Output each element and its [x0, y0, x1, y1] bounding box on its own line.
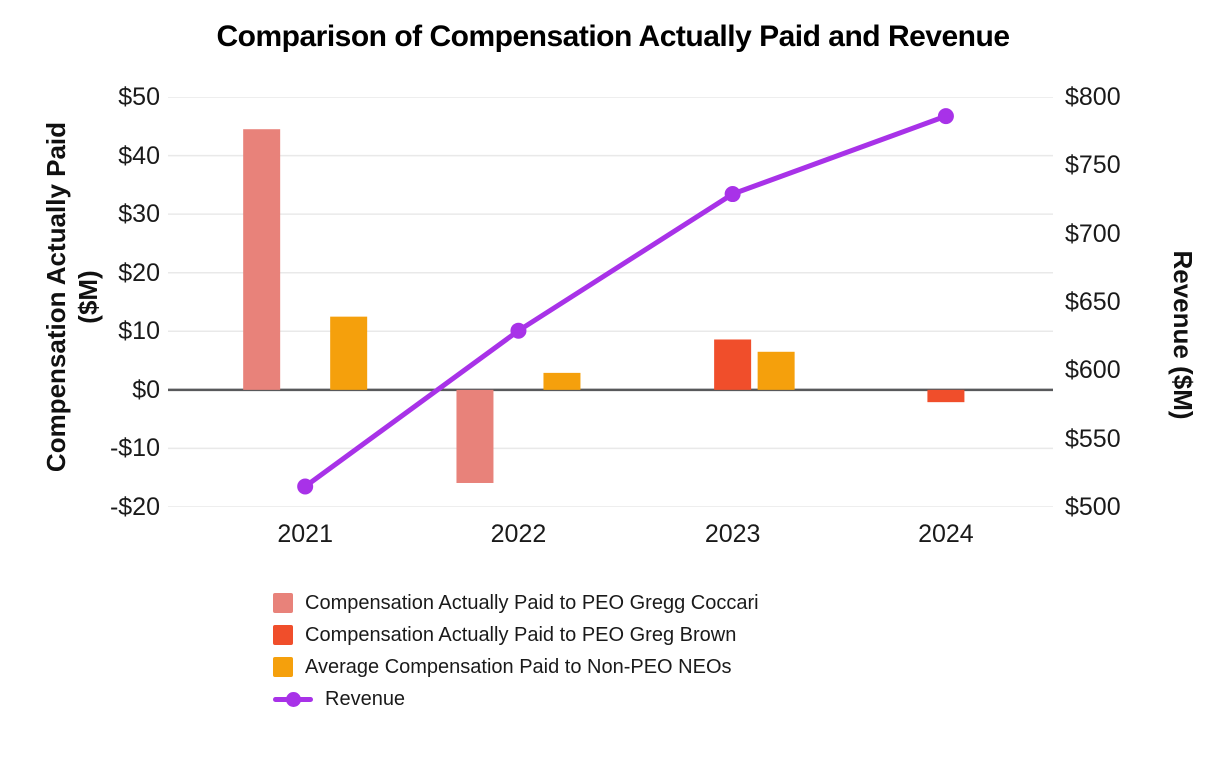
- left-axis-tick-label: $0: [132, 375, 160, 404]
- left-axis-tick-label: $30: [118, 200, 160, 229]
- bar-average-compensation-paid-to-non-peo-neos-2023: [757, 351, 795, 390]
- left-axis-tick-label: $50: [118, 83, 160, 111]
- right-axis-tick-label: $650: [1065, 288, 1121, 316]
- bar-compensation-actually-paid-to-peo-gregg-coccari-2021: [243, 129, 281, 390]
- revenue-point-2021: [297, 478, 314, 495]
- x-axis-tick-label: 2023: [704, 520, 761, 548]
- right-axis-tick-label: $700: [1065, 219, 1121, 248]
- legend-label: Average Compensation Paid to Non-PEO NEO…: [305, 656, 732, 678]
- legend-bar-swatch: [273, 625, 293, 645]
- legend-item-revenue: Revenue: [273, 686, 759, 712]
- right-axis-tick-label: $500: [1065, 493, 1121, 521]
- left-axis-tick-label: -$10: [109, 434, 160, 463]
- plot-area: [168, 97, 1053, 507]
- chart-title: Comparison of Compensation Actually Paid…: [216, 20, 1010, 53]
- legend-bar-swatch: [273, 593, 293, 613]
- right-axis-tick-label: $800: [1065, 83, 1121, 111]
- legend-item-compensation-actually-paid-to-peo-gregg-coccari: Compensation Actually Paid to PEO Gregg …: [273, 590, 759, 616]
- legend-item-average-compensation-paid-to-non-peo-neos: Average Compensation Paid to Non-PEO NEO…: [273, 654, 759, 680]
- revenue-point-2023: [724, 186, 741, 203]
- bar-compensation-actually-paid-to-peo-gregg-coccari-2022: [456, 389, 494, 483]
- right-axis-tick-label: $600: [1065, 356, 1121, 385]
- legend-label: Compensation Actually Paid to PEO Greg B…: [305, 624, 737, 646]
- bar-average-compensation-paid-to-non-peo-neos-2022: [543, 372, 581, 390]
- revenue-point-2024: [937, 108, 954, 125]
- bar-compensation-actually-paid-to-peo-greg-brown-2024: [927, 389, 965, 403]
- bar-average-compensation-paid-to-non-peo-neos-2021: [330, 316, 368, 390]
- left-axis-tick-label: -$20: [109, 493, 160, 521]
- left-axis-tick-label: $40: [118, 141, 160, 170]
- legend-bar-swatch: [273, 657, 293, 677]
- x-axis-tick-label: 2021: [277, 520, 333, 548]
- legend-line-marker: [285, 691, 301, 707]
- revenue-point-2022: [510, 322, 527, 339]
- right-axis-tick-label: $750: [1065, 151, 1121, 180]
- left-axis-tick-label: $10: [118, 317, 160, 346]
- legend-line-swatch: [273, 689, 313, 709]
- x-axis-tick-label: 2022: [490, 520, 547, 548]
- legend-item-compensation-actually-paid-to-peo-greg-brown: Compensation Actually Paid to PEO Greg B…: [273, 622, 759, 648]
- legend-label: Revenue: [325, 688, 406, 710]
- left-axis-tick-label: $20: [118, 258, 160, 287]
- revenue-line: [302, 113, 949, 489]
- legend-label: Compensation Actually Paid to PEO Gregg …: [305, 592, 759, 614]
- right-axis-tick-label: $550: [1065, 424, 1121, 453]
- right-axis-title: Revenue ($M): [1168, 250, 1198, 420]
- x-axis-tick-label: 2024: [918, 520, 974, 548]
- bar-compensation-actually-paid-to-peo-greg-brown-2023: [714, 339, 752, 390]
- legend: Compensation Actually Paid to PEO Gregg …: [273, 590, 759, 712]
